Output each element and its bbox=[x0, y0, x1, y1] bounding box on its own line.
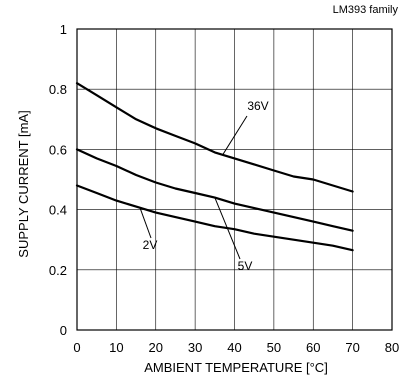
annotations: 36V 5V 2V bbox=[139, 99, 269, 273]
x-tick-label: 40 bbox=[227, 340, 241, 355]
annotation-leader bbox=[139, 207, 152, 239]
series-line-36v bbox=[75, 82, 354, 193]
x-axis-title: AMBIENT TEMPERATURE [°C] bbox=[144, 360, 328, 375]
x-tick-label: 70 bbox=[345, 340, 359, 355]
series-label-2v: 2V bbox=[143, 238, 158, 252]
series-line-5v bbox=[75, 148, 354, 232]
x-tick-label: 0 bbox=[73, 340, 80, 355]
x-tick-label: 10 bbox=[109, 340, 123, 355]
series-label-36v: 36V bbox=[247, 99, 268, 113]
plot-area-border bbox=[76, 28, 393, 331]
x-tick-label: 50 bbox=[267, 340, 281, 355]
annotation-leader bbox=[222, 115, 248, 156]
tick-labels: 0 10 20 30 40 50 60 70 80 0 0.2 0.4 0.6 0.8 1 bbox=[49, 22, 399, 355]
y-axis-title: SUPPLY CURRENT [mA] bbox=[16, 110, 31, 257]
x-tick-label: 20 bbox=[149, 340, 163, 355]
y-tick-label: 0.2 bbox=[49, 263, 67, 278]
y-tick-label: 1 bbox=[60, 22, 67, 37]
x-tick-label: 60 bbox=[306, 340, 320, 355]
series-line-2v bbox=[75, 184, 354, 252]
plot-frame bbox=[76, 28, 393, 331]
x-tick-label: 80 bbox=[385, 340, 399, 355]
series-label-5v: 5V bbox=[238, 259, 253, 273]
y-tick-label: 0.4 bbox=[49, 203, 67, 218]
y-tick-label: 0.8 bbox=[49, 82, 67, 97]
x-tick-label: 30 bbox=[188, 340, 202, 355]
annotation-leader bbox=[214, 197, 241, 260]
grid bbox=[77, 29, 392, 330]
family-label: LM393 family bbox=[333, 4, 399, 16]
y-tick-label: 0.6 bbox=[49, 142, 67, 157]
series-group bbox=[75, 82, 354, 252]
y-tick-label: 0 bbox=[60, 323, 67, 338]
